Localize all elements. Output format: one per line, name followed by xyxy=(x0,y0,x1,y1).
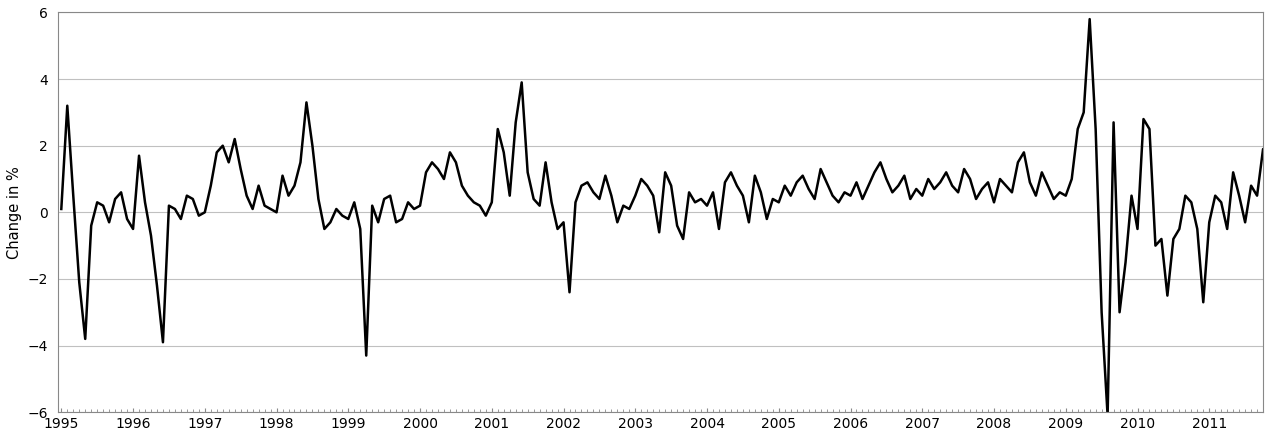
Y-axis label: Change in %: Change in % xyxy=(6,166,22,259)
